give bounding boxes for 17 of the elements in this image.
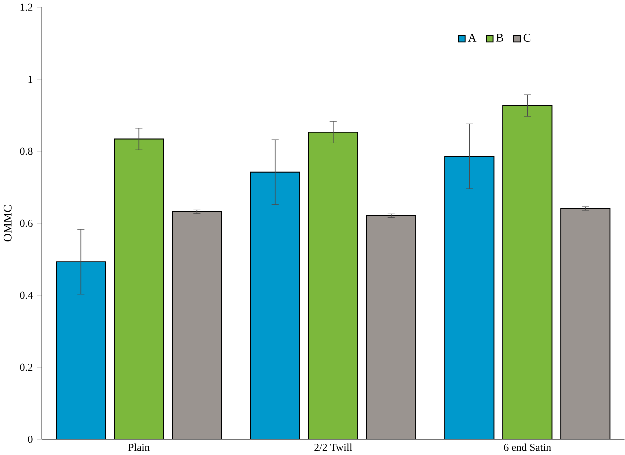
y-tick-label: 1.2 — [20, 4, 33, 12]
y-tick-label: 0.2 — [20, 364, 33, 372]
legend-label: A — [468, 34, 477, 42]
y-tick-label: 0 — [28, 436, 33, 444]
bar — [366, 215, 416, 440]
x-tick-label: Plain — [128, 444, 150, 452]
bar — [560, 208, 611, 440]
y-tick-label: 0.8 — [20, 148, 33, 156]
legend-label: C — [524, 34, 531, 42]
bar — [172, 212, 222, 440]
x-tick-label: 2/2 Twill — [314, 444, 352, 452]
x-tick-label: 6 end Satin — [504, 444, 552, 452]
legend-label: B — [496, 34, 504, 42]
y-tick-label: 0.4 — [20, 292, 33, 300]
y-axis-title: OMMC — [4, 206, 12, 242]
y-tick-label: 1 — [28, 76, 33, 83]
y-tick-label: 0.6 — [20, 220, 33, 228]
